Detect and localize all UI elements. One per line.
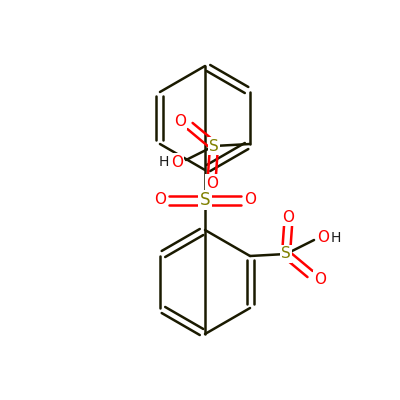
Text: S: S bbox=[281, 246, 291, 262]
Text: O: O bbox=[282, 210, 294, 224]
Text: O: O bbox=[314, 272, 326, 286]
Text: H: H bbox=[331, 231, 341, 245]
Text: O: O bbox=[154, 192, 166, 208]
Text: O: O bbox=[244, 192, 256, 208]
Text: H: H bbox=[159, 155, 169, 169]
Text: S: S bbox=[200, 191, 210, 209]
Text: O: O bbox=[171, 154, 183, 170]
Text: O: O bbox=[174, 114, 186, 128]
Text: O: O bbox=[317, 230, 329, 246]
Text: O: O bbox=[206, 176, 218, 190]
Text: S: S bbox=[209, 138, 219, 154]
